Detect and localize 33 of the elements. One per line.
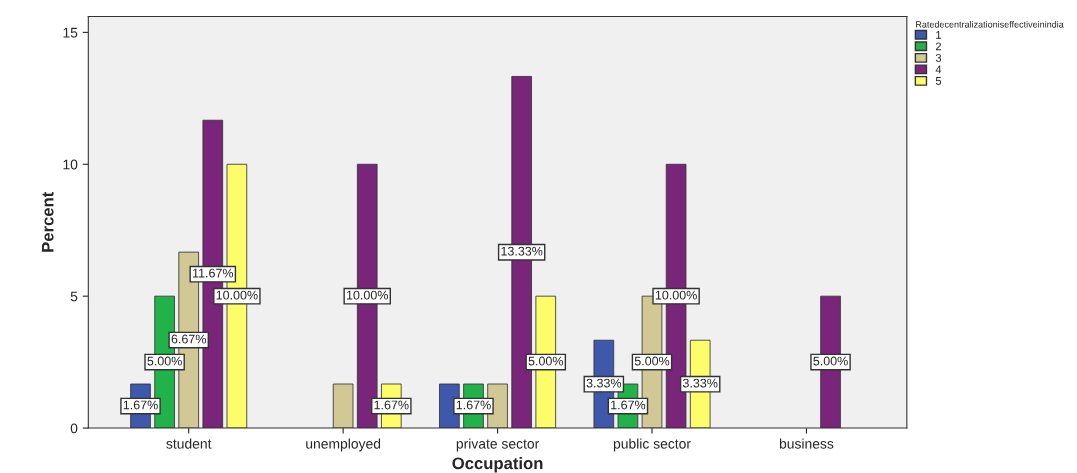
y-tick-label: 5: [70, 291, 78, 302]
y-axis-title: Percent: [41, 191, 54, 252]
data-label: 1.67%: [456, 400, 491, 410]
data-label: 1.67%: [123, 400, 158, 410]
x-tick-label: unemployed: [306, 438, 381, 452]
data-label: 13.33%: [501, 246, 543, 256]
y-tick-label: 10: [63, 159, 78, 170]
legend-label: 2: [935, 42, 941, 51]
y-tick-label: 0: [70, 423, 78, 434]
legend-label: 3: [935, 53, 942, 62]
legend-label: 1: [936, 30, 942, 39]
x-tick-label: private sector: [456, 438, 540, 452]
data-label: 3.33%: [682, 378, 718, 388]
data-label: 3.33%: [586, 378, 622, 388]
data-label: 5.00%: [813, 356, 848, 366]
x-axis-title: Occupation: [452, 456, 543, 473]
data-label: 1.67%: [611, 400, 646, 410]
data-label: 5.00%: [634, 356, 670, 366]
data-label: 5.00%: [528, 356, 564, 366]
x-tick-label: business: [779, 438, 834, 449]
legend-title: Ratedecentralizationiseffectiveinindia: [916, 21, 1064, 28]
x-tick-label: public sector: [613, 438, 691, 452]
data-label: 10.00%: [346, 290, 388, 300]
y-tick-label: 15: [63, 27, 78, 38]
data-label: 1.67%: [374, 400, 409, 410]
data-label: 6.67%: [171, 334, 206, 344]
data-label: 10.00%: [655, 290, 697, 300]
data-label: 10.00%: [216, 290, 258, 300]
data-label: 5.00%: [147, 356, 182, 366]
legend-label: 4: [935, 65, 942, 74]
data-label: 11.67%: [193, 268, 234, 278]
legend-label: 5: [935, 77, 942, 85]
x-tick-label: student: [166, 438, 212, 449]
